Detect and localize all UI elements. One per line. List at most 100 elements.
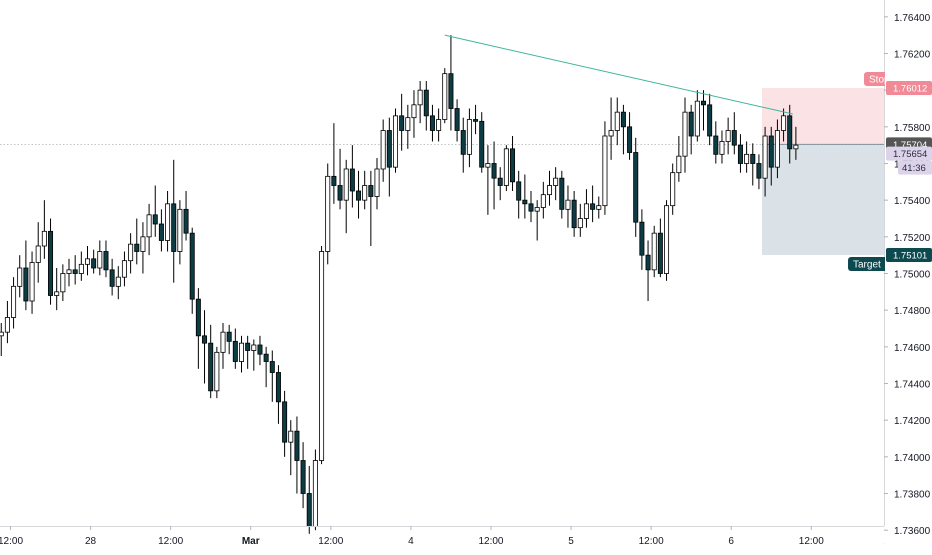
candle [781,108,787,142]
candle [768,126,774,186]
candle [725,117,731,155]
candle [183,191,189,241]
candle [48,218,54,305]
candle [121,251,127,287]
countdown-badge-text: 41:36 [902,163,926,174]
candle-body-up [84,258,90,265]
candle-body-up [583,203,589,219]
candle [306,466,312,534]
candle [737,134,743,173]
last-price-badge-text: 1.75704 [893,140,927,151]
candle-body-down [590,203,596,210]
candle-body-down [158,223,164,241]
candle [23,240,29,311]
candle [731,112,737,155]
candle [78,251,84,281]
candle [275,365,281,424]
candle-body-up [220,331,226,353]
candle [392,108,398,173]
candle-body-down [454,108,460,131]
candle-body-up [546,185,552,196]
candle [134,218,140,265]
candle-body-up [793,144,799,150]
x-tick-label: 4 [408,536,414,547]
candle [208,324,214,399]
candle-body-up [744,153,750,164]
candle-body-down [208,342,214,392]
target-price-badge-bg [886,247,932,262]
candle-body-down [226,331,232,342]
candle-body-up [577,218,583,229]
candle-body-down [263,353,269,362]
candle [4,301,10,344]
candle [109,258,115,296]
stop-price-badge-text: 1.76012 [893,83,927,94]
x-tick-label: 12:00 [0,536,23,547]
candle [707,93,713,146]
candle [312,449,318,531]
candle-body-down [448,73,454,109]
y-tick-label: 1.73600 [894,526,931,537]
candle-body-up [97,251,103,269]
countdown-badge: 41:36 [898,160,932,175]
candle [614,97,620,146]
y-tick-label: 1.75800 [894,123,931,134]
candle-body-up [466,119,472,155]
candle-body-down [633,152,639,223]
stop-zone[interactable] [762,87,884,145]
candle [29,251,35,314]
candle [263,346,269,388]
candle-body-down [399,115,405,131]
candle [84,246,90,276]
candle-body-up [485,163,491,168]
y-tick-label: 1.76400 [894,13,931,24]
candle-body-down [768,135,774,168]
candle [177,200,183,265]
candle-body-down [23,267,29,302]
position-zones [762,87,884,255]
target-price-badge: 1.75101 [886,247,932,262]
candle [238,335,244,373]
candle [245,335,251,369]
candle [41,200,47,259]
candle [750,143,756,186]
candle [152,185,158,237]
candle-body-up [374,168,380,197]
candle [473,104,479,135]
bid-price-badge-text: 1.75654 [893,149,927,160]
candle-body-up [442,73,448,120]
candle [466,108,472,168]
candle [633,137,639,237]
candle [460,117,466,173]
candle-body-down [460,130,466,155]
candle-body-up [78,263,84,274]
candle-body-up [670,172,676,207]
candle-body-up [694,100,700,137]
target-tag-text: Target [853,259,881,270]
trendline[interactable] [444,34,793,115]
candle [627,112,633,160]
candle-body-up [319,251,325,461]
candle [664,200,670,281]
trendline-layer[interactable] [444,34,793,115]
y-tick-label: 1.73800 [894,490,931,501]
candle-body-up [553,177,559,186]
x-tick-label: 5 [568,536,574,547]
candle [54,268,60,311]
candle-body-down [294,430,300,461]
candle [559,170,565,219]
candle [744,141,750,173]
candle [374,158,380,210]
candle-body-up [121,260,127,278]
target-zone[interactable] [762,144,884,255]
candle [165,191,171,252]
candle-body-down [700,100,706,106]
candle-body-up [17,267,23,287]
candle [337,148,343,210]
countdown-badge-bg [898,160,932,175]
candle-body-down [479,120,485,168]
candle [189,227,195,314]
